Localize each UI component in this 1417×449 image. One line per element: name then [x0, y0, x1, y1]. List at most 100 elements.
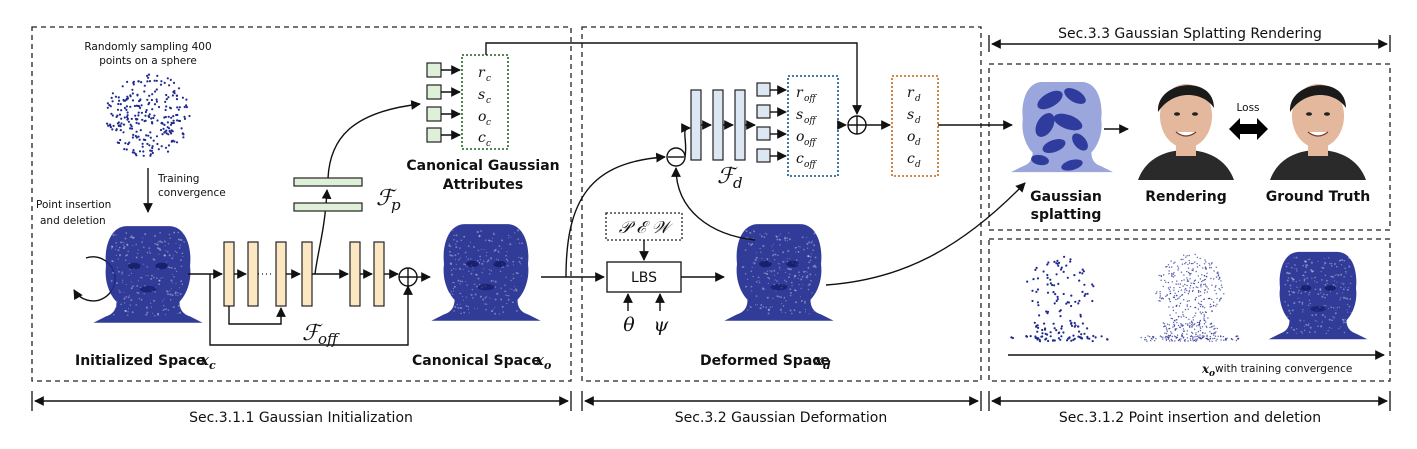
lbs-block [606, 261, 682, 293]
render-panel [988, 63, 1391, 231]
deformed-attr-box [891, 75, 939, 177]
fp-layer-1 [293, 177, 363, 187]
canonical-gaussian-attrs-line2: Attributes [443, 177, 523, 193]
deformed-space-var: x [813, 351, 824, 369]
offset-attr-list: r off s off o off c off [796, 85, 817, 170]
mlp-f-off [188, 241, 413, 346]
training-text-line2: convergence [158, 187, 226, 199]
deformed-attr-c-sub: d [915, 160, 921, 170]
offset-attr-r-sub: off [804, 94, 817, 104]
deformed-head-pointcloud [724, 224, 834, 321]
deformed-attr-list: r d s d o d c d [907, 85, 921, 170]
sampling-text-line2: points on a sphere [99, 55, 197, 67]
insertion-text-line2: and deletion [40, 215, 106, 227]
convergence-axis-var: x [1201, 362, 1210, 376]
pew-box [605, 212, 683, 241]
f-p-symbol: ℱ [376, 186, 397, 211]
diff-to-fd-arrow [681, 123, 691, 158]
insertion-text-line1: Point insertion [36, 199, 111, 211]
deform-panel [581, 26, 982, 382]
medium-head-pointcloud [1140, 253, 1240, 342]
section-bracket-init: Sec.3.1.1 Gaussian Initialization [31, 391, 572, 426]
deformed-attr-o-sub: d [915, 138, 921, 148]
canonical-gaussian-attrs-line1: Canonical Gaussian [406, 158, 559, 174]
deformed-space-label: Deformed Space [700, 353, 830, 369]
canonical-attr-o: o [478, 109, 486, 125]
initialized-space-var: x [199, 351, 210, 369]
sparse-head-pointcloud [1010, 255, 1109, 343]
plus-node-deform [847, 115, 867, 135]
deformed-to-diff-arrow [671, 167, 756, 241]
rendered-face-image [1138, 84, 1234, 180]
init-panel [31, 26, 572, 382]
deformed-space-sub: d [823, 359, 831, 372]
f-d-subscript: d [733, 174, 743, 192]
convergence-axis-text: with training convergence [1215, 363, 1352, 375]
f-off-subscript: off [318, 330, 340, 348]
canon-to-diff-arrow [565, 152, 666, 278]
section-init-label: Sec.3.1.1 Gaussian Initialization [189, 410, 413, 426]
fp-input-arrow [314, 189, 332, 275]
offset-attr-s-sub: off [804, 116, 817, 126]
deformed-attr-r: r [907, 85, 915, 101]
dense-head-pointcloud [1268, 251, 1368, 340]
deformed-attr-o: o [907, 129, 915, 145]
psi-symbol: ψ [654, 314, 670, 336]
loss-double-arrow-icon [1229, 118, 1268, 140]
section-insertion-label: Sec.3.1.2 Point insertion and deletion [1059, 410, 1321, 426]
section-deform-label: Sec.3.2 Gaussian Deformation [675, 410, 887, 426]
gaussian-splatting-line2: splatting [1031, 207, 1102, 223]
insertion-panel [988, 238, 1391, 382]
canonical-attr-box [461, 54, 509, 150]
offset-attr-s: s [796, 107, 803, 123]
f-p-subscript: p [391, 196, 401, 214]
gaussian-splat-head [1011, 82, 1113, 173]
canonical-attr-s-sub: c [486, 96, 491, 106]
deformed-attr-s-sub: d [915, 116, 921, 126]
ground-truth-face-image [1270, 84, 1366, 180]
canonical-space-sub: o [544, 359, 551, 372]
canonical-space-label: Canonical Space [412, 353, 541, 369]
canonical-attr-r: r [478, 65, 486, 81]
canonical-space-var: x [534, 351, 545, 369]
f-off-symbol: ℱ [302, 321, 323, 346]
pew-symbols: 𝒫 ℰ 𝒲 [619, 218, 674, 238]
convergence-axis-sub: o [1209, 369, 1215, 379]
deformed-attr-r-sub: d [915, 94, 921, 104]
gaussian-splatting-line1: Gaussian [1030, 189, 1102, 205]
mlp-f-d [690, 82, 787, 163]
fp-output-arrow [327, 100, 421, 179]
deformed-attr-s: s [907, 107, 914, 123]
canonical-attr-s: s [478, 87, 485, 103]
canonical-attr-c: c [478, 130, 486, 146]
section-bracket-render: Sec.3.3 Gaussian Splatting Rendering [988, 23, 1391, 52]
plus-node-canonical [398, 267, 418, 287]
initialized-head-pointcloud [93, 226, 203, 323]
rendering-label: Rendering [1145, 189, 1226, 205]
sampling-text-line1: Randomly sampling 400 [84, 41, 211, 53]
canonical-attr-c-sub: c [486, 139, 491, 149]
canonical-head-pointcloud [431, 224, 541, 321]
offset-attr-c-sub: off [804, 160, 817, 170]
canonical-attr-r-sub: c [486, 74, 491, 84]
minus-node [666, 147, 686, 167]
section-bracket-deform: Sec.3.2 Gaussian Deformation [581, 391, 982, 426]
offset-attr-c: c [796, 151, 804, 167]
deformed-to-splat-arrow [825, 182, 1026, 286]
fp-layer-2 [293, 202, 363, 212]
canonical-attr-o-sub: c [486, 118, 491, 128]
canonical-to-sum-arrow [485, 42, 862, 115]
deformed-attr-c: c [907, 151, 915, 167]
offset-attr-o: o [796, 129, 804, 145]
ground-truth-label: Ground Truth [1266, 189, 1370, 205]
initialized-space-label: Initialized Space [75, 353, 205, 369]
loss-label: Loss [1236, 102, 1259, 114]
training-text-line1: Training [157, 173, 199, 185]
offset-attr-o-sub: off [804, 138, 817, 148]
lbs-label: LBS [631, 270, 657, 286]
theta-symbol: θ [623, 314, 635, 336]
f-d-symbol: ℱ [717, 164, 738, 189]
canonical-attr-list: r c s c o c c c [478, 65, 491, 149]
sampled-sphere-points [106, 73, 191, 157]
